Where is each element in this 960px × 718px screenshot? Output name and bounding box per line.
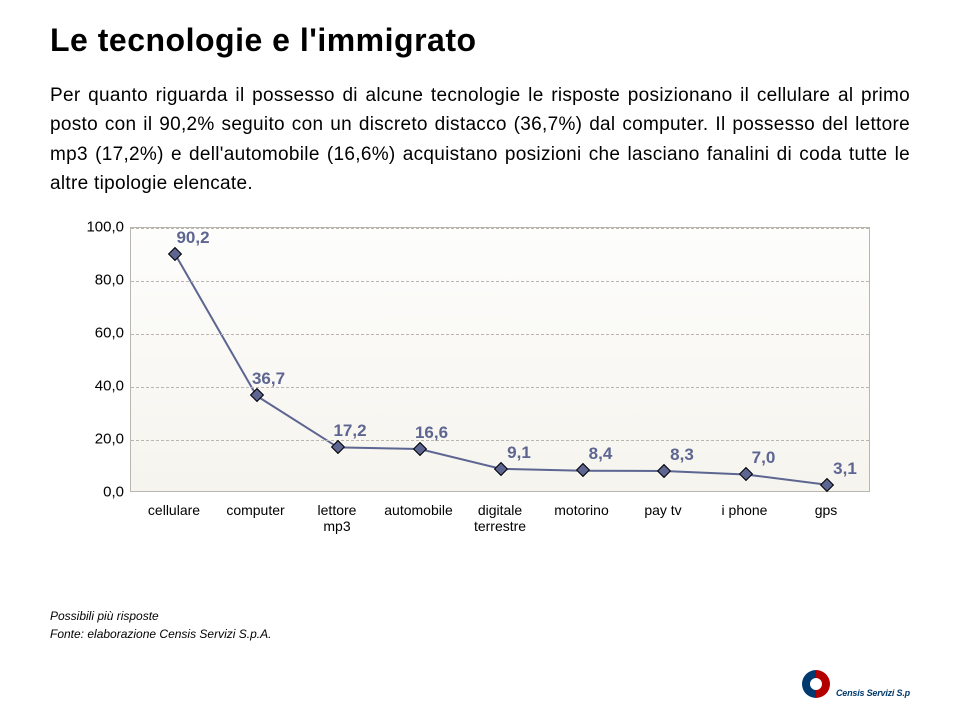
data-label: 90,2 <box>176 228 209 248</box>
y-tick-label: 80,0 <box>70 271 124 288</box>
x-tick-label: gps <box>815 502 838 518</box>
logo: Censis Servizi S.p.A. <box>800 668 910 700</box>
data-label: 7,0 <box>752 448 776 468</box>
chart: 0,020,040,060,080,0100,0 90,236,717,216,… <box>70 227 890 547</box>
x-tick-label: lettore mp3 <box>318 502 357 534</box>
x-tick-label: automobile <box>384 502 453 518</box>
footnotes: Possibili più risposte Fonte: elaborazio… <box>50 607 910 643</box>
x-axis-labels: cellulare computer lettore mp3 automobile di… <box>130 502 870 546</box>
body-paragraph: Per quanto riguarda il possesso di alcun… <box>50 81 910 199</box>
x-tick-label: i phone <box>722 502 768 518</box>
y-tick-label: 100,0 <box>70 218 124 235</box>
data-label: 17,2 <box>333 421 366 441</box>
x-tick-label: pay tv <box>644 502 681 518</box>
plot-area: 90,2 36,7 17,2 16,6 9,1 8,4 8,3 7,0 3,1 <box>130 227 870 492</box>
data-label: 16,6 <box>415 423 448 443</box>
x-tick-label: cellulare <box>148 502 200 518</box>
data-label: 8,3 <box>670 445 694 465</box>
grid-line <box>131 228 869 229</box>
logo-text: Censis Servizi S.p.A. <box>836 688 910 698</box>
grid-line <box>131 334 869 335</box>
grid-line <box>131 387 869 388</box>
page-title: Le tecnologie e l'immigrato <box>50 22 910 59</box>
y-tick-label: 40,0 <box>70 377 124 394</box>
data-label: 36,7 <box>252 369 285 389</box>
grid-line <box>131 281 869 282</box>
footnote-possibili: Possibili più risposte <box>50 607 910 625</box>
footnote-fonte: Fonte: elaborazione Censis Servizi S.p.A… <box>50 625 910 643</box>
grid-line <box>131 440 869 441</box>
y-tick-label: 60,0 <box>70 324 124 341</box>
x-tick-label: digitale terrestre <box>474 502 526 534</box>
data-label: 8,4 <box>589 444 613 464</box>
y-tick-label: 0,0 <box>70 483 124 500</box>
x-tick-label: computer <box>226 502 284 518</box>
logo-icon <box>802 670 830 698</box>
x-tick-label: motorino <box>554 502 608 518</box>
data-label: 3,1 <box>833 459 857 479</box>
data-label: 9,1 <box>507 443 531 463</box>
y-tick-label: 20,0 <box>70 430 124 447</box>
